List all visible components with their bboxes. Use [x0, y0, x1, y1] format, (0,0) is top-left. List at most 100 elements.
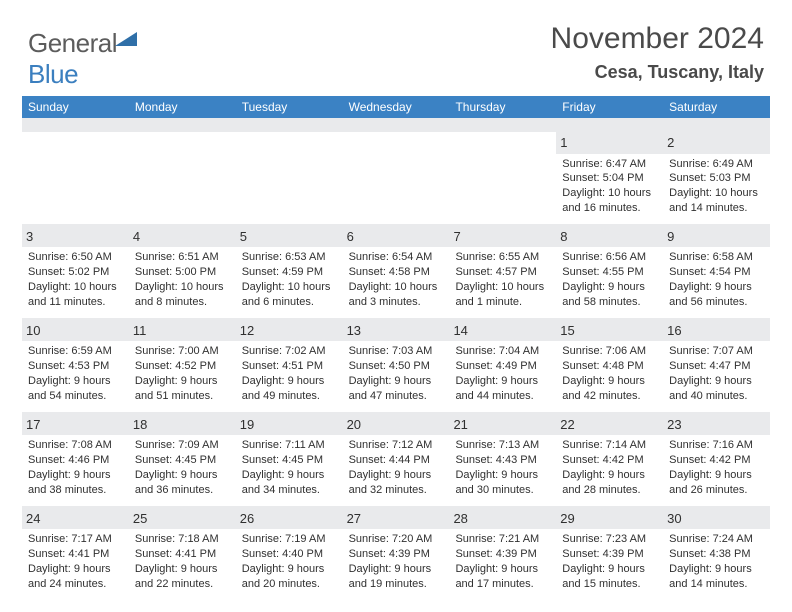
day-number: 20	[343, 414, 450, 436]
dl1-text: Daylight: 9 hours	[455, 468, 550, 483]
day-header: Sunday	[22, 100, 129, 114]
sunset-text: Sunset: 4:47 PM	[669, 359, 764, 374]
dl2-text: and 36 minutes.	[135, 483, 230, 498]
day-number: 12	[236, 320, 343, 342]
day-header: Wednesday	[343, 100, 450, 114]
calendar-cell: 12Sunrise: 7:02 AMSunset: 4:51 PMDayligh…	[236, 320, 343, 412]
calendar-cell: 6Sunrise: 6:54 AMSunset: 4:58 PMDaylight…	[343, 226, 450, 318]
sunset-text: Sunset: 4:45 PM	[135, 453, 230, 468]
weeks-container: 1Sunrise: 6:47 AMSunset: 5:04 PMDaylight…	[22, 132, 770, 600]
dl2-text: and 20 minutes.	[242, 577, 337, 592]
dl2-text: and 14 minutes.	[669, 201, 764, 216]
calendar-cell: 13Sunrise: 7:03 AMSunset: 4:50 PMDayligh…	[343, 320, 450, 412]
calendar: Sunday Monday Tuesday Wednesday Thursday…	[22, 96, 770, 600]
logo-text-1: General	[28, 28, 117, 58]
dl2-text: and 19 minutes.	[349, 577, 444, 592]
page-title: November 2024	[551, 22, 764, 56]
sunrise-text: Sunrise: 7:00 AM	[135, 344, 230, 359]
dl2-text: and 51 minutes.	[135, 389, 230, 404]
sunset-text: Sunset: 4:52 PM	[135, 359, 230, 374]
dl2-text: and 32 minutes.	[349, 483, 444, 498]
sunset-text: Sunset: 4:54 PM	[669, 265, 764, 280]
dl1-text: Daylight: 9 hours	[455, 562, 550, 577]
day-number: 30	[663, 508, 770, 530]
location-label: Cesa, Tuscany, Italy	[595, 62, 764, 83]
day-number: 8	[556, 226, 663, 248]
sunset-text: Sunset: 4:39 PM	[349, 547, 444, 562]
week-row: 10Sunrise: 6:59 AMSunset: 4:53 PMDayligh…	[22, 318, 770, 412]
sunset-text: Sunset: 4:41 PM	[28, 547, 123, 562]
sunrise-text: Sunrise: 6:53 AM	[242, 250, 337, 265]
calendar-cell-empty	[129, 132, 236, 224]
day-number: 10	[22, 320, 129, 342]
day-number: 17	[22, 414, 129, 436]
sunset-text: Sunset: 4:48 PM	[562, 359, 657, 374]
sunrise-text: Sunrise: 7:08 AM	[28, 438, 123, 453]
sunset-text: Sunset: 4:45 PM	[242, 453, 337, 468]
calendar-cell: 18Sunrise: 7:09 AMSunset: 4:45 PMDayligh…	[129, 414, 236, 506]
calendar-cell: 25Sunrise: 7:18 AMSunset: 4:41 PMDayligh…	[129, 508, 236, 600]
calendar-cell: 14Sunrise: 7:04 AMSunset: 4:49 PMDayligh…	[449, 320, 556, 412]
sunrise-text: Sunrise: 7:20 AM	[349, 532, 444, 547]
sunrise-text: Sunrise: 7:11 AM	[242, 438, 337, 453]
dl1-text: Daylight: 9 hours	[562, 280, 657, 295]
calendar-cell: 9Sunrise: 6:58 AMSunset: 4:54 PMDaylight…	[663, 226, 770, 318]
sunrise-text: Sunrise: 6:59 AM	[28, 344, 123, 359]
calendar-cell: 1Sunrise: 6:47 AMSunset: 5:04 PMDaylight…	[556, 132, 663, 224]
calendar-header-row: Sunday Monday Tuesday Wednesday Thursday…	[22, 96, 770, 118]
dl2-text: and 17 minutes.	[455, 577, 550, 592]
day-header: Thursday	[449, 100, 556, 114]
calendar-cell-empty	[22, 132, 129, 224]
calendar-cell: 5Sunrise: 6:53 AMSunset: 4:59 PMDaylight…	[236, 226, 343, 318]
calendar-cell: 20Sunrise: 7:12 AMSunset: 4:44 PMDayligh…	[343, 414, 450, 506]
sunrise-text: Sunrise: 7:19 AM	[242, 532, 337, 547]
sunrise-text: Sunrise: 7:23 AM	[562, 532, 657, 547]
calendar-cell: 16Sunrise: 7:07 AMSunset: 4:47 PMDayligh…	[663, 320, 770, 412]
dl1-text: Daylight: 10 hours	[28, 280, 123, 295]
calendar-cell: 11Sunrise: 7:00 AMSunset: 4:52 PMDayligh…	[129, 320, 236, 412]
dl2-text: and 56 minutes.	[669, 295, 764, 310]
calendar-cell: 8Sunrise: 6:56 AMSunset: 4:55 PMDaylight…	[556, 226, 663, 318]
day-number: 6	[343, 226, 450, 248]
day-header: Monday	[129, 100, 236, 114]
dl2-text: and 1 minute.	[455, 295, 550, 310]
day-number: 5	[236, 226, 343, 248]
day-number: 13	[343, 320, 450, 342]
dl2-text: and 14 minutes.	[669, 577, 764, 592]
calendar-cell-empty	[343, 132, 450, 224]
dl2-text: and 28 minutes.	[562, 483, 657, 498]
day-number: 26	[236, 508, 343, 530]
day-number: 3	[22, 226, 129, 248]
dl1-text: Daylight: 9 hours	[562, 468, 657, 483]
sunset-text: Sunset: 5:00 PM	[135, 265, 230, 280]
day-number: 18	[129, 414, 236, 436]
dl2-text: and 40 minutes.	[669, 389, 764, 404]
sunset-text: Sunset: 4:39 PM	[562, 547, 657, 562]
sunrise-text: Sunrise: 6:58 AM	[669, 250, 764, 265]
sunrise-text: Sunrise: 7:18 AM	[135, 532, 230, 547]
calendar-cell: 10Sunrise: 6:59 AMSunset: 4:53 PMDayligh…	[22, 320, 129, 412]
dl2-text: and 42 minutes.	[562, 389, 657, 404]
dl2-text: and 3 minutes.	[349, 295, 444, 310]
day-number: 23	[663, 414, 770, 436]
calendar-cell: 4Sunrise: 6:51 AMSunset: 5:00 PMDaylight…	[129, 226, 236, 318]
dl2-text: and 15 minutes.	[562, 577, 657, 592]
dl1-text: Daylight: 9 hours	[242, 374, 337, 389]
calendar-cell: 27Sunrise: 7:20 AMSunset: 4:39 PMDayligh…	[343, 508, 450, 600]
sunrise-text: Sunrise: 6:51 AM	[135, 250, 230, 265]
sunrise-text: Sunrise: 6:55 AM	[455, 250, 550, 265]
dl1-text: Daylight: 9 hours	[562, 374, 657, 389]
dl1-text: Daylight: 9 hours	[28, 562, 123, 577]
dl1-text: Daylight: 9 hours	[349, 468, 444, 483]
week-row: 17Sunrise: 7:08 AMSunset: 4:46 PMDayligh…	[22, 412, 770, 506]
sunrise-text: Sunrise: 7:17 AM	[28, 532, 123, 547]
day-number: 9	[663, 226, 770, 248]
dl1-text: Daylight: 9 hours	[669, 562, 764, 577]
day-number: 15	[556, 320, 663, 342]
dl2-text: and 58 minutes.	[562, 295, 657, 310]
dl1-text: Daylight: 9 hours	[349, 374, 444, 389]
day-number: 11	[129, 320, 236, 342]
calendar-cell: 30Sunrise: 7:24 AMSunset: 4:38 PMDayligh…	[663, 508, 770, 600]
sunset-text: Sunset: 4:49 PM	[455, 359, 550, 374]
dl1-text: Daylight: 10 hours	[135, 280, 230, 295]
